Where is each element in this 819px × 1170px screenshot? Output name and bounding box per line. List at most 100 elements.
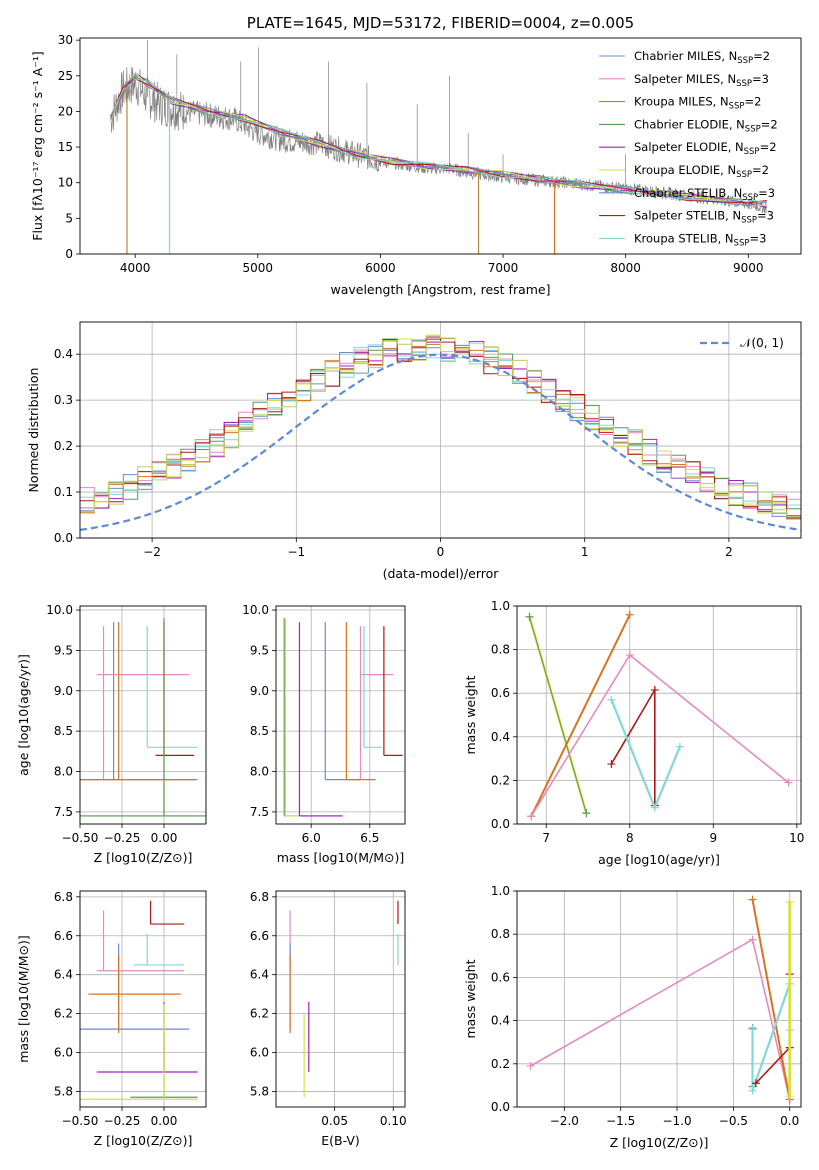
weight-line-3 <box>530 614 631 817</box>
x-tick-label: 4000 <box>120 261 151 275</box>
spectrum-plot <box>110 40 767 254</box>
plus-marker <box>650 685 659 694</box>
y-tick-label: 0.6 <box>491 686 510 700</box>
y-tick-label: 0.2 <box>491 1057 510 1071</box>
data-point <box>383 626 403 756</box>
plus-marker <box>607 695 616 704</box>
y-axis-label: mass weight <box>463 675 478 754</box>
y-tick-label: 6.8 <box>54 890 73 904</box>
data-point <box>363 626 382 748</box>
y-tick-label: 15 <box>58 140 73 154</box>
data-point <box>80 1003 198 1100</box>
data-point <box>133 933 185 966</box>
weight_vs_age-axes: 7 8 9 10 0.0 0.2 0.4 0.6 0.8 1.0 <box>491 599 805 845</box>
x-tick-label: −0.25 <box>104 1114 141 1128</box>
data-point <box>298 622 343 817</box>
x-tick-label: 8000 <box>610 261 641 275</box>
x-tick-label: −1.5 <box>606 1114 635 1128</box>
weight-line-2 <box>751 899 791 1100</box>
y-tick-label: 9.5 <box>54 643 73 657</box>
y-tick-label: 10.0 <box>242 603 269 617</box>
plus-marker <box>675 742 684 751</box>
y-tick-label: 0.2 <box>54 439 73 453</box>
legend-entry: Salpeter STELIB, NSSP=3 <box>634 209 774 226</box>
y-tick-label: 6.6 <box>250 929 269 943</box>
data-point <box>359 626 394 780</box>
y-tick-label: 0.2 <box>491 773 510 787</box>
plus-marker <box>748 1086 757 1095</box>
legend-entry: Salpeter MILES, NSSP=3 <box>634 72 769 89</box>
y-tick-label: 6.0 <box>54 1046 73 1060</box>
x-tick-label: 9000 <box>733 261 764 275</box>
normal-curve <box>80 353 801 531</box>
data-point <box>80 618 206 817</box>
y-tick-label: 6.2 <box>54 1007 73 1021</box>
x-tick-label: 1 <box>581 545 589 559</box>
x-axis-label: mass [log10(M/M⊙)] <box>277 850 405 865</box>
legend-entry: 𝒩(0, 1) <box>740 336 784 350</box>
x-tick-label: −0.50 <box>62 831 99 845</box>
legend-entry: Chabrier STELIB, NSSP=3 <box>634 186 775 203</box>
plus-marker <box>525 612 534 621</box>
histogram-9 <box>80 340 801 518</box>
x-tick-label: −0.5 <box>719 1114 748 1128</box>
x-tick-label: 0 <box>437 545 445 559</box>
data-point <box>96 626 190 780</box>
y-tick-label: 8.5 <box>250 724 269 738</box>
data-point <box>80 622 201 817</box>
weight-line-2 <box>529 616 587 814</box>
plus-marker <box>526 1061 535 1070</box>
legend-entry: Kroupa ELODIE, NSSP=2 <box>634 163 769 180</box>
y-axis-label: Flux [fλ10⁻¹⁷ erg cm⁻² s⁻¹ A⁻¹] <box>30 51 45 240</box>
x-tick-label: 0.05 <box>321 1114 348 1128</box>
x-tick-label: 0.00 <box>151 831 178 845</box>
y-tick-label: 0.8 <box>491 643 510 657</box>
mass_vs_EBV-axes: 0.05 0.10 5.8 6.0 6.2 6.4 6.6 6.8 <box>250 890 407 1128</box>
data-point <box>283 618 341 817</box>
legend: Chabrier MILES, NSSP=2 Salpeter MILES, NS… <box>599 49 778 248</box>
weight-line-5 <box>610 686 656 806</box>
histogram-7 <box>80 344 801 506</box>
x-axis-label: age [log10(age/yr)] <box>598 852 720 867</box>
axes-frame <box>79 37 802 255</box>
y-tick-label: 6.4 <box>54 968 73 982</box>
data-point <box>96 910 185 972</box>
weight-line-6 <box>610 699 681 811</box>
y-tick-label: 8.0 <box>54 765 73 779</box>
y-axis-label: Normed distribution <box>26 368 41 493</box>
y-tick-label: 6.6 <box>54 929 73 943</box>
x-tick-label: 0.0 <box>780 1114 799 1128</box>
y-tick-label: 25 <box>58 69 73 83</box>
plus-marker <box>748 1025 757 1034</box>
x-axis-label: Z [log10(Z/Z⊙)] <box>94 1133 193 1148</box>
age_vs_mass-plot <box>283 618 403 817</box>
x-tick-label: 7 <box>542 831 550 845</box>
weight-line-1 <box>530 938 791 1100</box>
y-tick-label: 1.0 <box>491 599 510 613</box>
x-axis-label: Z [log10(Z/Z⊙)] <box>94 850 193 865</box>
y-tick-label: 0.8 <box>491 927 510 941</box>
legend-entry: Chabrier ELODIE, NSSP=2 <box>634 117 778 134</box>
x-tick-label: 8 <box>626 831 634 845</box>
data-point <box>155 622 195 756</box>
x-axis-label: E(B-V) <box>321 1133 360 1148</box>
x-tick-label: 0.10 <box>380 1114 407 1128</box>
plus-marker <box>784 778 793 787</box>
y-tick-label: 0.4 <box>491 730 510 744</box>
x-axis-label: wavelength [Angstrom, rest frame] <box>330 282 550 297</box>
x-tick-label: 6.0 <box>302 831 321 845</box>
y-tick-label: 0.0 <box>491 1100 510 1114</box>
model-line-9 <box>110 78 767 203</box>
axes-frame <box>79 890 207 1108</box>
y-tick-label: 0.6 <box>491 970 510 984</box>
data-point <box>80 622 195 781</box>
y-tick-label: 10.0 <box>46 603 73 617</box>
y-tick-label: 8.5 <box>54 724 73 738</box>
y-tick-label: 1.0 <box>491 884 510 898</box>
plus-marker <box>748 935 757 944</box>
x-tick-label: 10 <box>789 831 804 845</box>
plus-marker <box>748 895 757 904</box>
age_vs_Z-axes: −0.50 −0.25 0.00 7.5 8.0 8.5 9.0 9.5 10.0 <box>46 603 206 845</box>
y-tick-label: 0.0 <box>54 531 73 545</box>
